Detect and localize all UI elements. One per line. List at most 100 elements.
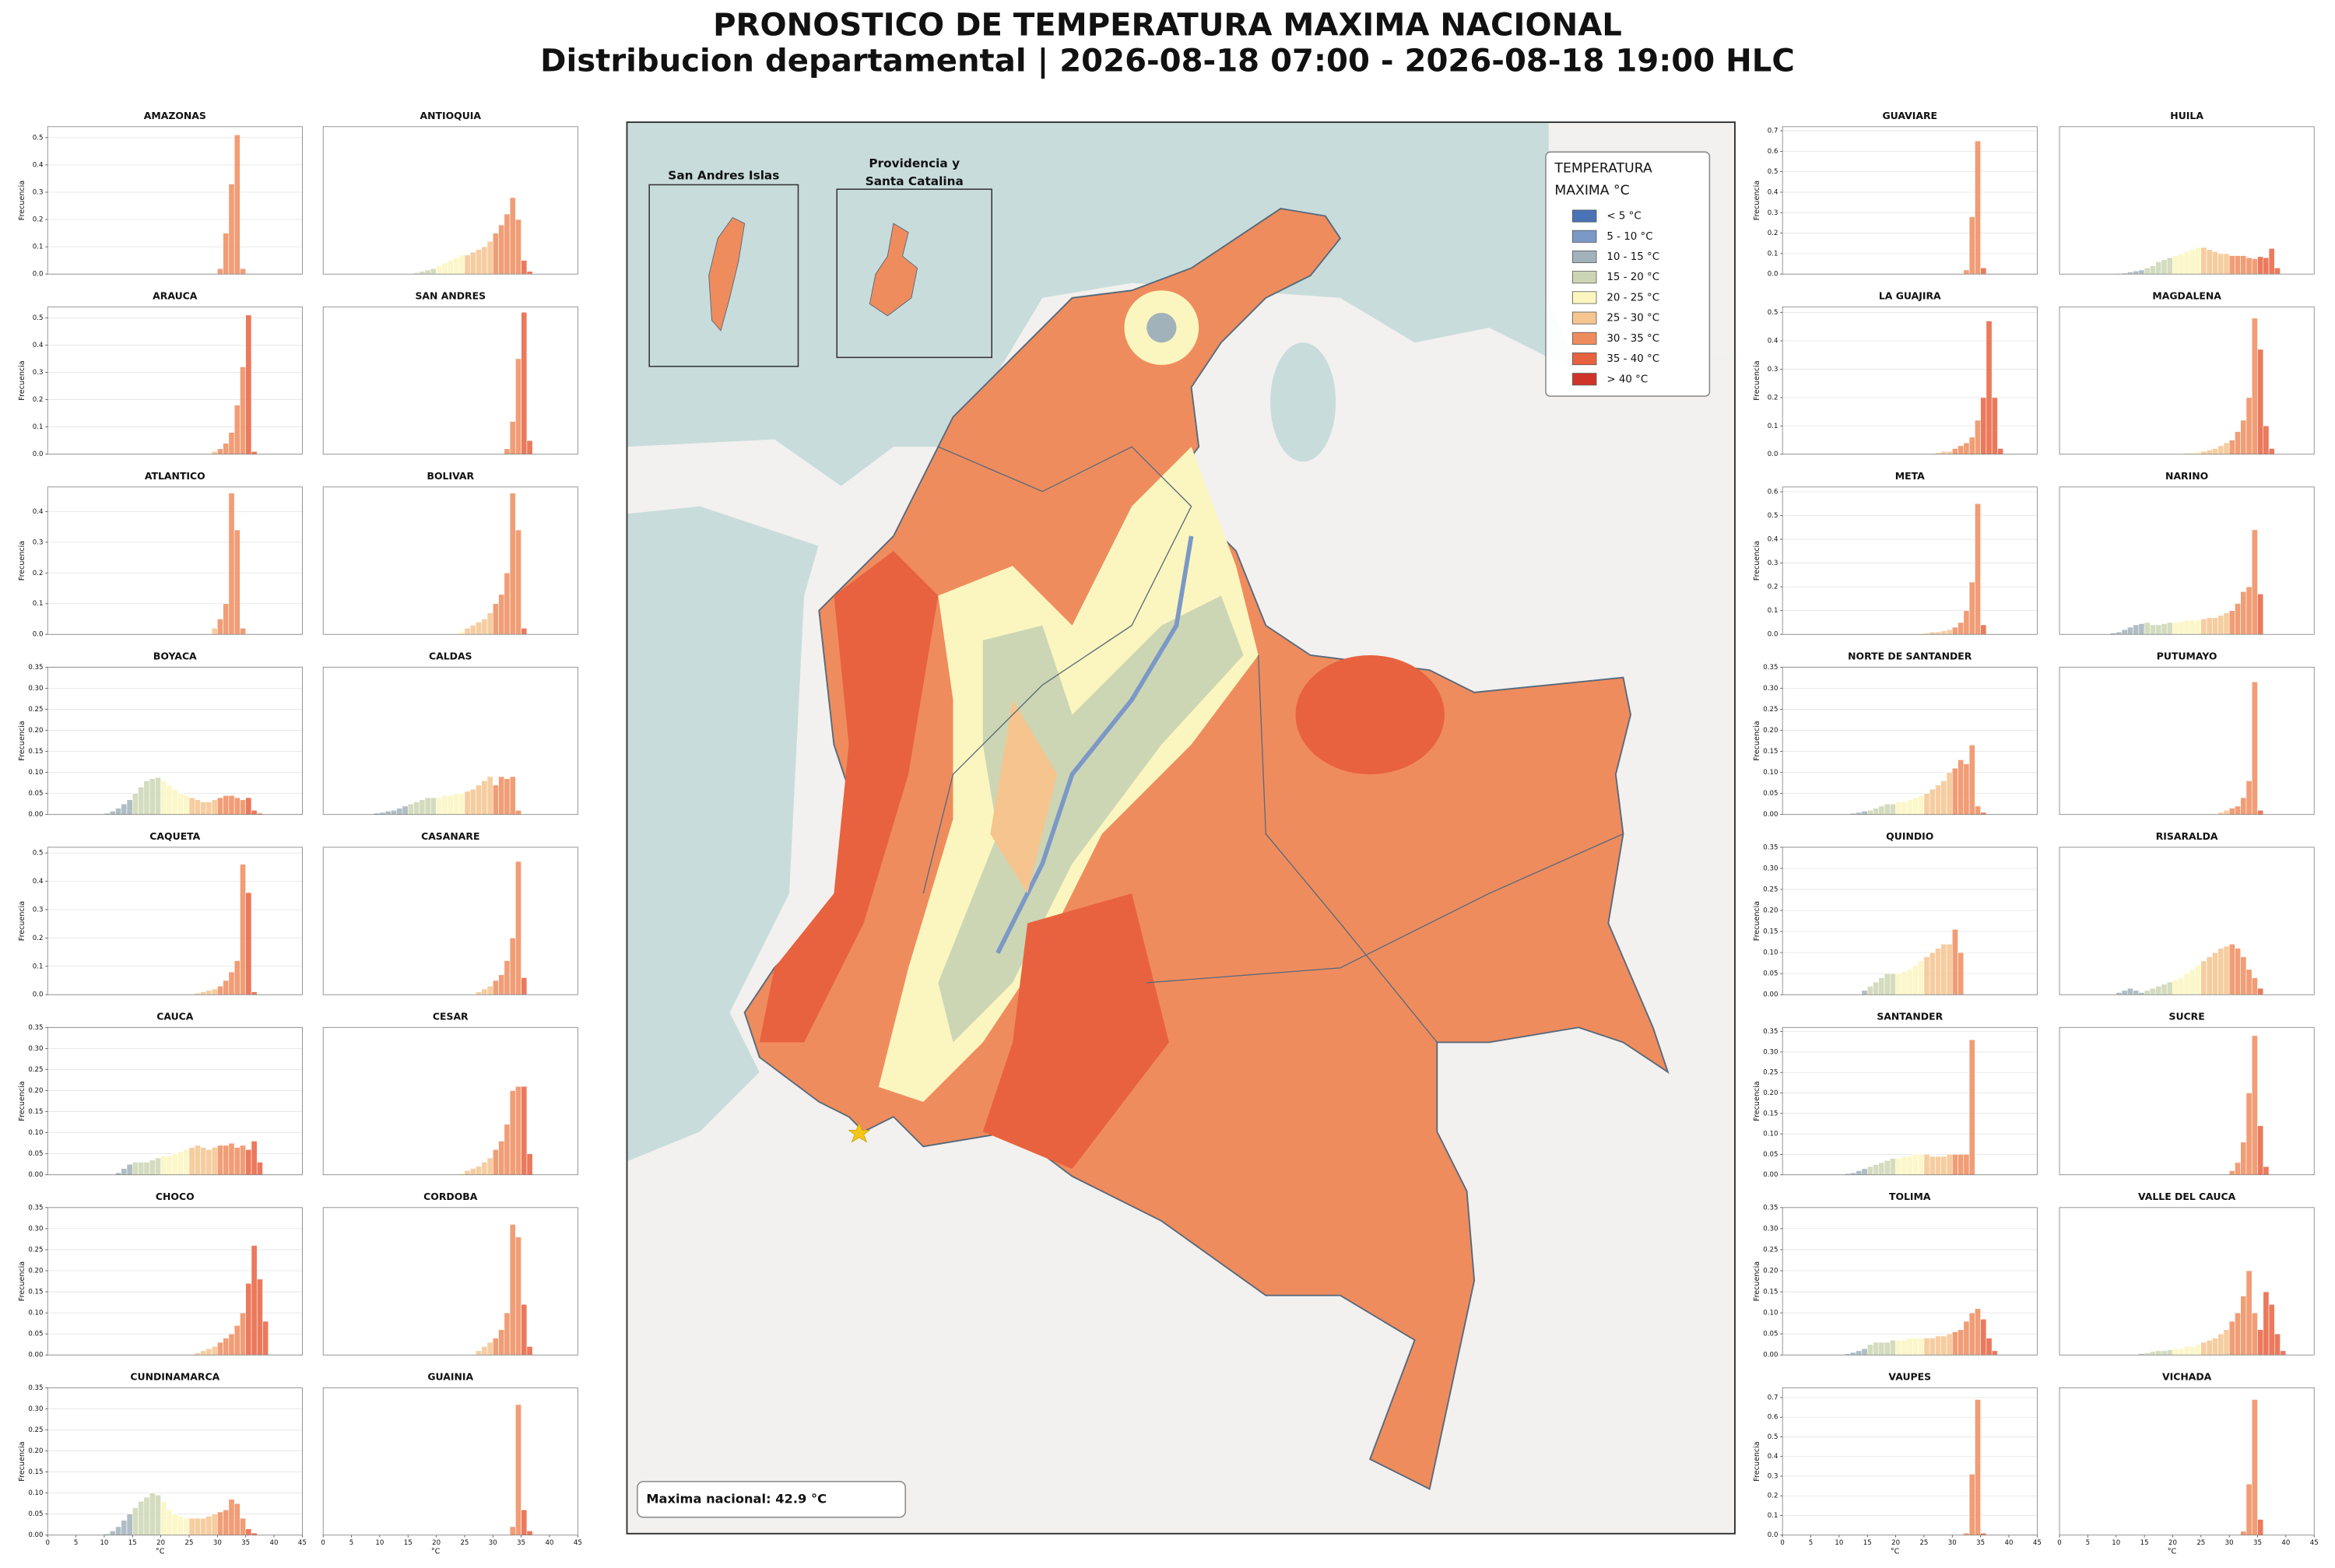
- bar: [476, 249, 483, 275]
- bar: [2183, 1346, 2190, 1356]
- chart-title: BOLIVAR: [427, 470, 475, 482]
- bar: [160, 1156, 167, 1176]
- bar: [396, 808, 403, 816]
- y-tick-label: 0.10: [1763, 769, 1778, 777]
- bar: [2155, 624, 2162, 635]
- bar: [228, 971, 235, 995]
- y-tick-label: 0.20: [1763, 1268, 1778, 1275]
- bar: [2150, 987, 2156, 995]
- legend-swatch: [1572, 331, 1597, 345]
- bar: [1940, 1156, 1947, 1176]
- bar: [1968, 1312, 1975, 1356]
- y-tick-label: 0.0: [1768, 271, 1778, 279]
- bar: [486, 1157, 493, 1176]
- bar: [228, 795, 235, 816]
- bar: [1980, 268, 1987, 275]
- bar: [171, 1153, 178, 1176]
- y-tick-label: 0.05: [28, 1150, 43, 1158]
- bar: [515, 861, 521, 995]
- x-tick-label: 20: [156, 1539, 165, 1547]
- bar: [177, 1151, 184, 1176]
- bar: [1929, 952, 1936, 995]
- y-axis-label: Frecuencia: [18, 1261, 26, 1301]
- plot-frame: [1782, 1026, 2038, 1176]
- plot-frame: [2059, 126, 2315, 275]
- bar: [2116, 992, 2123, 995]
- chart-title: GUAINIA: [427, 1370, 473, 1382]
- bar: [436, 797, 443, 816]
- y-tick-label: 0.5: [33, 314, 44, 322]
- y-tick-label: 0.5: [1768, 512, 1778, 520]
- y-tick-label: 0.7: [1768, 1394, 1778, 1401]
- y-tick-label: 0.3: [1768, 1472, 1778, 1480]
- y-tick-label: 0.20: [1763, 727, 1778, 735]
- y-tick-label: 0.20: [28, 1268, 43, 1275]
- plot-frame: [2059, 1207, 2315, 1356]
- y-tick-label: 0.10: [28, 1489, 43, 1497]
- chart-title: CASANARE: [421, 830, 479, 842]
- bar: [2212, 617, 2218, 635]
- bar: [251, 810, 258, 816]
- bar: [2251, 1399, 2258, 1536]
- y-tick-label: 0.15: [28, 1468, 43, 1476]
- bar: [1986, 321, 1993, 454]
- bar: [115, 1172, 122, 1176]
- bar: [521, 312, 528, 454]
- bar: [1975, 419, 1981, 454]
- bar: [2144, 622, 2151, 635]
- bar: [1980, 624, 1987, 635]
- y-tick-label: 0.6: [1768, 148, 1778, 156]
- border: [1258, 654, 1438, 1043]
- bar: [1929, 1338, 1936, 1356]
- bar: [1980, 397, 1987, 454]
- bar: [2274, 268, 2281, 275]
- bar: [447, 795, 454, 816]
- plot-frame: [322, 666, 578, 816]
- bar: [486, 776, 493, 816]
- y-tick-label: 0.20: [28, 1087, 43, 1095]
- bar: [1975, 1308, 1981, 1356]
- bar: [205, 1149, 212, 1176]
- y-axis-label: Frecuencia: [18, 1441, 26, 1481]
- bar: [205, 1348, 212, 1356]
- y-tick-label: 0.25: [1763, 706, 1778, 714]
- bar: [245, 314, 252, 454]
- bar: [2133, 270, 2140, 275]
- bar: [132, 793, 139, 816]
- y-tick-label: 0.4: [1768, 338, 1778, 346]
- y-tick-label: 0.3: [33, 188, 44, 196]
- bar: [1946, 943, 1953, 995]
- bar: [2206, 249, 2213, 275]
- x-tick-label: 40: [2281, 1539, 2290, 1547]
- y-tick-label: 0.25: [28, 1426, 43, 1434]
- y-tick-label: 0.30: [1763, 865, 1778, 872]
- region: [759, 551, 939, 1043]
- plot-frame: [47, 1207, 303, 1356]
- y-tick-label: 0.00: [28, 1352, 43, 1359]
- y-tick-label: 0.3: [1768, 559, 1778, 567]
- y-tick-label: 0.3: [1768, 366, 1778, 374]
- y-tick-label: 0.30: [1763, 1048, 1778, 1056]
- plot-area: [47, 486, 303, 635]
- x-tick-label: 15: [128, 1539, 137, 1547]
- x-tick-label: 40: [270, 1539, 279, 1547]
- y-tick-label: 0.3: [1768, 209, 1778, 217]
- bar: [171, 788, 178, 816]
- bar: [2251, 1035, 2258, 1176]
- y-tick-label: 0.2: [33, 396, 44, 404]
- y-tick-label: 0.00: [1763, 1352, 1778, 1359]
- bar: [1906, 799, 1913, 816]
- bar: [2178, 253, 2185, 275]
- bar: [1906, 969, 1913, 995]
- inset-label: Santa Catalina: [866, 174, 964, 188]
- y-tick-label: 0.20: [28, 1447, 43, 1455]
- bar: [464, 628, 471, 635]
- bar: [2161, 984, 2168, 995]
- bar: [469, 251, 476, 275]
- y-tick-label: 0.00: [28, 1531, 43, 1539]
- bar: [251, 451, 258, 454]
- x-tick-label: 40: [546, 1539, 554, 1547]
- chart-title: CALDAS: [429, 650, 472, 661]
- plot-area: [2059, 1207, 2315, 1356]
- bar: [188, 1517, 195, 1536]
